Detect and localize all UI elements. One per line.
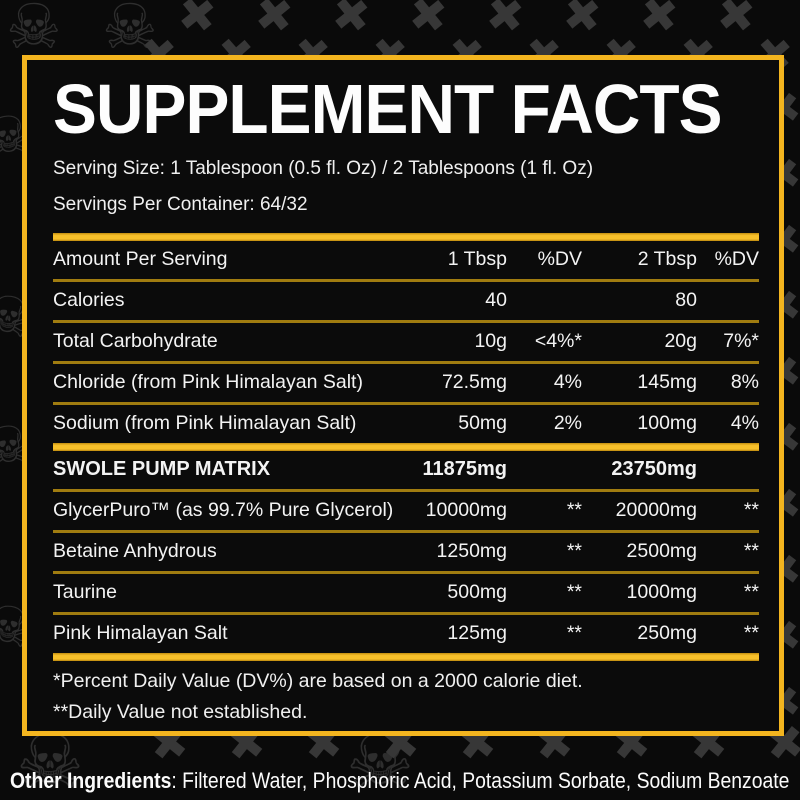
- row-value: 10000mg: [425, 499, 507, 521]
- supplement-facts-panel: SUPPLEMENT FACTS Serving Size: 1 Tablesp…: [22, 55, 784, 736]
- column-header-1tbsp: 1 Tbsp: [447, 248, 507, 270]
- row-label: Calories: [53, 289, 125, 311]
- table-row-betaine: Betaine Anhydrous 1250mg ** 2500mg **: [53, 533, 759, 571]
- row-value: 50mg: [458, 412, 507, 434]
- column-header-dv-1: %DV: [537, 248, 582, 270]
- row-value: **: [743, 622, 759, 644]
- divider-thick-top: [53, 233, 759, 241]
- table-row-sodium: Sodium (from Pink Himalayan Salt) 50mg 2…: [53, 405, 759, 443]
- other-ingredients-label: Other Ingredients: [10, 768, 172, 793]
- divider-thin: [53, 320, 759, 323]
- row-value: 100mg: [637, 412, 697, 434]
- matrix-title: SWOLE PUMP MATRIX: [53, 458, 271, 480]
- serving-size-text: Serving Size: 1 Tablespoon (0.5 fl. Oz) …: [53, 158, 594, 179]
- row-value: 4%: [730, 412, 759, 434]
- x-mark-icon: ✖: [560, 0, 605, 44]
- table-row-total-carbohydrate: Total Carbohydrate 10g <4%* 20g 7%*: [53, 323, 759, 361]
- x-mark-icon: ✖: [175, 0, 220, 44]
- divider-thin: [53, 489, 759, 492]
- x-mark-icon: ✖: [714, 0, 759, 44]
- divider-thin: [53, 612, 759, 615]
- row-value: 4%: [553, 371, 582, 393]
- table-row-pink-himalayan-salt: Pink Himalayan Salt 125mg ** 250mg **: [53, 615, 759, 653]
- table-row-calories: Calories 40 80: [53, 282, 759, 320]
- divider-thin: [53, 530, 759, 533]
- matrix-total-1tbsp: 11875mg: [422, 458, 507, 480]
- row-label: GlycerPuro™ (as 99.7% Pure Glycerol): [53, 499, 394, 521]
- table-row-glycerpuro: GlycerPuro™ (as 99.7% Pure Glycerol) 100…: [53, 492, 759, 530]
- row-value: **: [566, 540, 582, 562]
- row-label: Total Carbohydrate: [53, 330, 218, 352]
- row-value: 80: [675, 289, 697, 311]
- x-mark-icon: ✖: [637, 0, 682, 44]
- x-mark-icon: ✖: [329, 0, 374, 44]
- row-value: 20000mg: [615, 499, 697, 521]
- table-row-swole-pump-matrix: SWOLE PUMP MATRIX 11875mg 23750mg: [53, 451, 759, 489]
- row-value: 1000mg: [626, 581, 697, 603]
- row-value: 20g: [664, 330, 697, 352]
- row-value: 40: [485, 289, 507, 311]
- row-value: 72.5mg: [441, 371, 507, 393]
- row-value: <4%*: [534, 330, 582, 352]
- column-header-amount-per-serving: Amount Per Serving: [53, 248, 228, 270]
- divider-thin: [53, 571, 759, 574]
- row-value: 1250mg: [436, 540, 507, 562]
- column-header-dv-2: %DV: [714, 248, 759, 270]
- table-row-chloride: Chloride (from Pink Himalayan Salt) 72.5…: [53, 364, 759, 402]
- row-value: **: [566, 622, 582, 644]
- matrix-total-2tbsp: 23750mg: [611, 458, 697, 480]
- x-mark-icon: ✖: [483, 0, 528, 44]
- divider-thick-bottom: [53, 653, 759, 661]
- divider-thin: [53, 279, 759, 282]
- row-value: **: [566, 581, 582, 603]
- other-ingredients-text: Other Ingredients: Filtered Water, Phosp…: [10, 768, 789, 794]
- row-value: 8%: [730, 371, 759, 393]
- row-label: Betaine Anhydrous: [53, 540, 217, 562]
- x-mark-icon: ✖: [252, 0, 297, 44]
- row-value: 2%: [553, 412, 582, 434]
- row-value: 7%*: [723, 330, 759, 352]
- skull-icon: ☠: [102, 0, 158, 63]
- row-label: Pink Himalayan Salt: [53, 622, 228, 644]
- x-mark-icon: ✖: [406, 0, 451, 44]
- row-value: 2500mg: [626, 540, 697, 562]
- skull-icon: ☠: [6, 0, 62, 63]
- other-ingredients-list: : Filtered Water, Phosphoric Acid, Potas…: [171, 768, 790, 793]
- row-value: **: [566, 499, 582, 521]
- skull-icon: ☠: [346, 717, 415, 800]
- footnote-daily-value: *Percent Daily Value (DV%) are based on …: [53, 670, 583, 692]
- row-label: Chloride (from Pink Himalayan Salt): [53, 371, 363, 393]
- column-header-2tbsp: 2 Tbsp: [637, 248, 697, 270]
- footnote-not-established: **Daily Value not established.: [53, 701, 308, 723]
- row-value: 250mg: [637, 622, 697, 644]
- row-value: **: [743, 540, 759, 562]
- page-title: SUPPLEMENT FACTS: [53, 70, 723, 148]
- divider-thin: [53, 361, 759, 364]
- skull-icon: ☠: [16, 717, 85, 800]
- row-label: Taurine: [53, 581, 117, 603]
- row-value: **: [743, 499, 759, 521]
- table-row-taurine: Taurine 500mg ** 1000mg **: [53, 574, 759, 612]
- servings-per-container-text: Servings Per Container: 64/32: [53, 194, 308, 215]
- table-header-row: Amount Per Serving 1 Tbsp %DV 2 Tbsp %DV: [53, 241, 759, 279]
- row-label: Sodium (from Pink Himalayan Salt): [53, 412, 357, 434]
- divider-thin: [53, 402, 759, 405]
- row-value: **: [743, 581, 759, 603]
- divider-thick-matrix: [53, 443, 759, 451]
- row-value: 10g: [474, 330, 507, 352]
- row-value: 500mg: [447, 581, 507, 603]
- row-value: 125mg: [447, 622, 507, 644]
- row-value: 145mg: [637, 371, 697, 393]
